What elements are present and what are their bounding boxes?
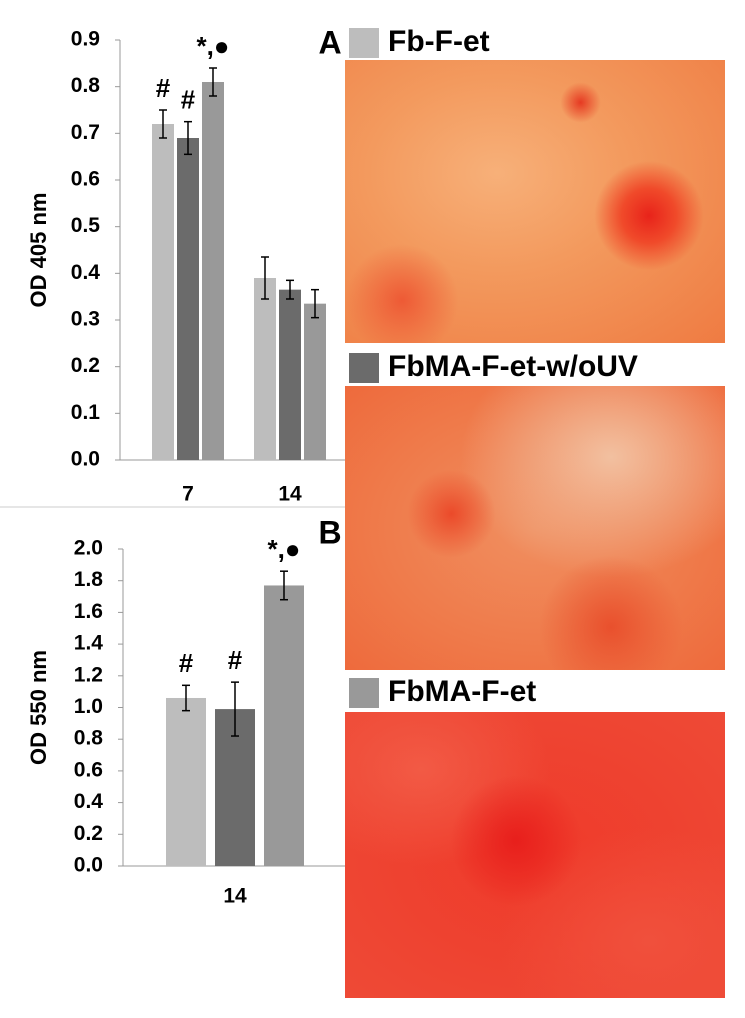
panel-label: A [318,24,341,60]
y-tick-label: 1.0 [74,695,103,718]
legend-label: FbMA-F-et [388,675,536,708]
y-tick-label: 0.0 [71,448,100,471]
y-tick-label: 0.0 [74,854,103,877]
legend-swatch [349,353,379,383]
bar [166,697,206,866]
x-tick-label: 14 [223,885,247,908]
annotation: # [228,645,243,675]
micrograph [345,712,725,998]
y-tick-label: 0.1 [71,401,101,424]
bar [202,82,224,460]
y-tick-label: 0.8 [74,727,104,750]
y-tick-label: 0.4 [74,790,104,813]
y-tick-label: 2.0 [74,537,103,560]
annotation: # [179,648,194,678]
annotation: *,● [267,534,300,564]
bar [304,303,326,460]
y-tick-label: 1.2 [74,663,103,686]
bar [279,289,301,460]
annotation: # [156,73,171,103]
x-tick-label: 7 [182,483,194,506]
y-tick-label: 0.5 [71,214,101,237]
y-tick-label: 0.9 [71,28,100,51]
bar [264,585,304,866]
legend-swatch [349,28,379,58]
y-tick-label: 0.3 [71,308,100,331]
x-tick-label: 14 [278,483,302,506]
y-axis-title: OD 405 nm [26,193,51,308]
annotation: *,● [196,31,229,61]
legend-label: Fb-F-et [388,25,490,58]
y-tick-label: 0.2 [71,354,100,377]
y-tick-label: 0.8 [71,74,101,97]
legend-label: FbMA-F-et-w/oUV [388,350,638,383]
bar [254,278,276,460]
annotation: # [181,85,196,115]
y-tick-label: 0.7 [71,121,100,144]
y-tick-label: 1.8 [74,568,104,591]
y-tick-label: 0.4 [71,261,101,284]
y-tick-label: 0.6 [74,758,103,781]
y-tick-label: 0.6 [71,168,100,191]
y-tick-label: 1.4 [74,632,104,655]
micrograph [345,60,725,343]
y-axis-title: OD 550 nm [26,650,51,765]
y-tick-label: 0.2 [74,822,103,845]
bar [177,138,199,460]
legend-swatch [349,678,379,708]
micrograph [345,386,725,670]
panel-label: B [318,514,341,550]
y-tick-label: 1.6 [74,600,103,623]
bar [152,124,174,460]
